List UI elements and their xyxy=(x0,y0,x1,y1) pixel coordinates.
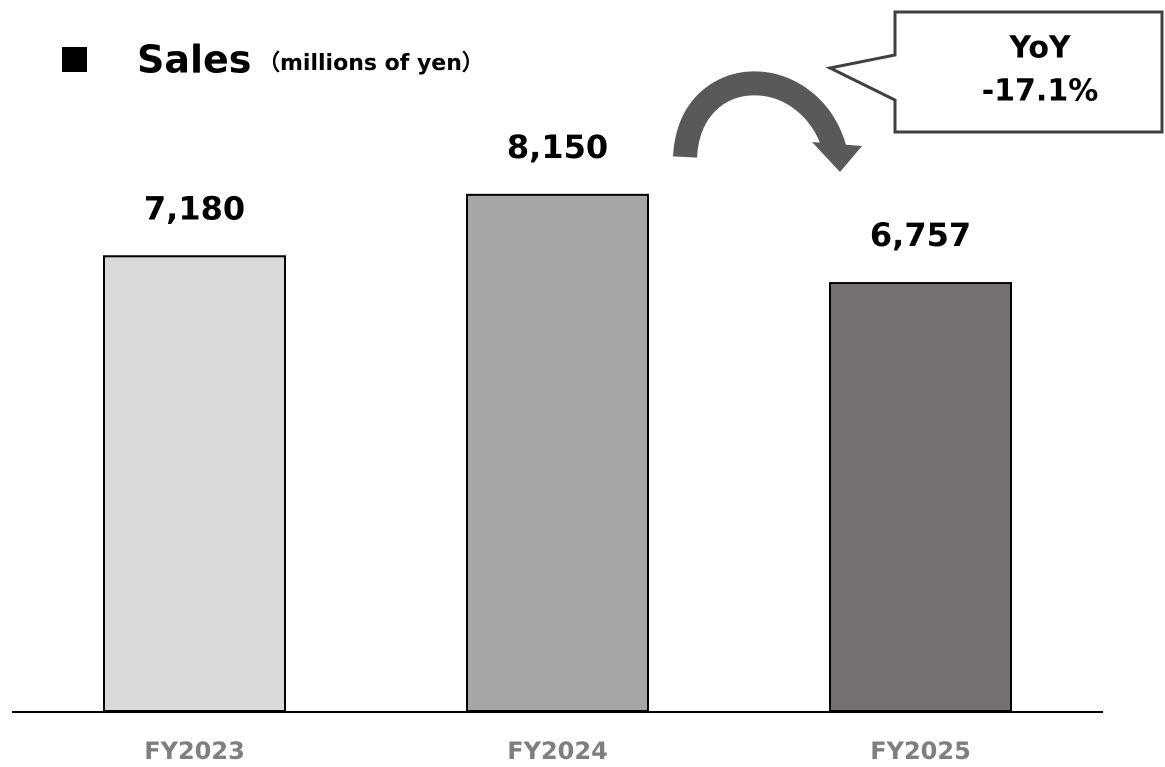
x-tick-label: FY2023 xyxy=(144,737,245,765)
trend-arrow-head xyxy=(812,142,862,172)
callout-text: YoY xyxy=(1008,31,1072,66)
chart-subtitle: （millions of yen） xyxy=(258,51,484,76)
trend-arrow xyxy=(673,71,847,159)
callout-box xyxy=(825,10,1164,134)
value-label: 7,180 xyxy=(144,189,245,227)
bar xyxy=(103,255,286,712)
title-bullet xyxy=(62,47,87,72)
x-tick-label: FY2025 xyxy=(870,737,971,765)
value-label: 8,150 xyxy=(507,128,608,166)
bar xyxy=(829,282,1012,712)
callout-text: -17.1% xyxy=(982,74,1099,109)
chart-title: Sales xyxy=(137,38,251,82)
value-label: 6,757 xyxy=(870,216,971,254)
x-tick-label: FY2024 xyxy=(507,737,608,765)
bar xyxy=(466,193,649,713)
